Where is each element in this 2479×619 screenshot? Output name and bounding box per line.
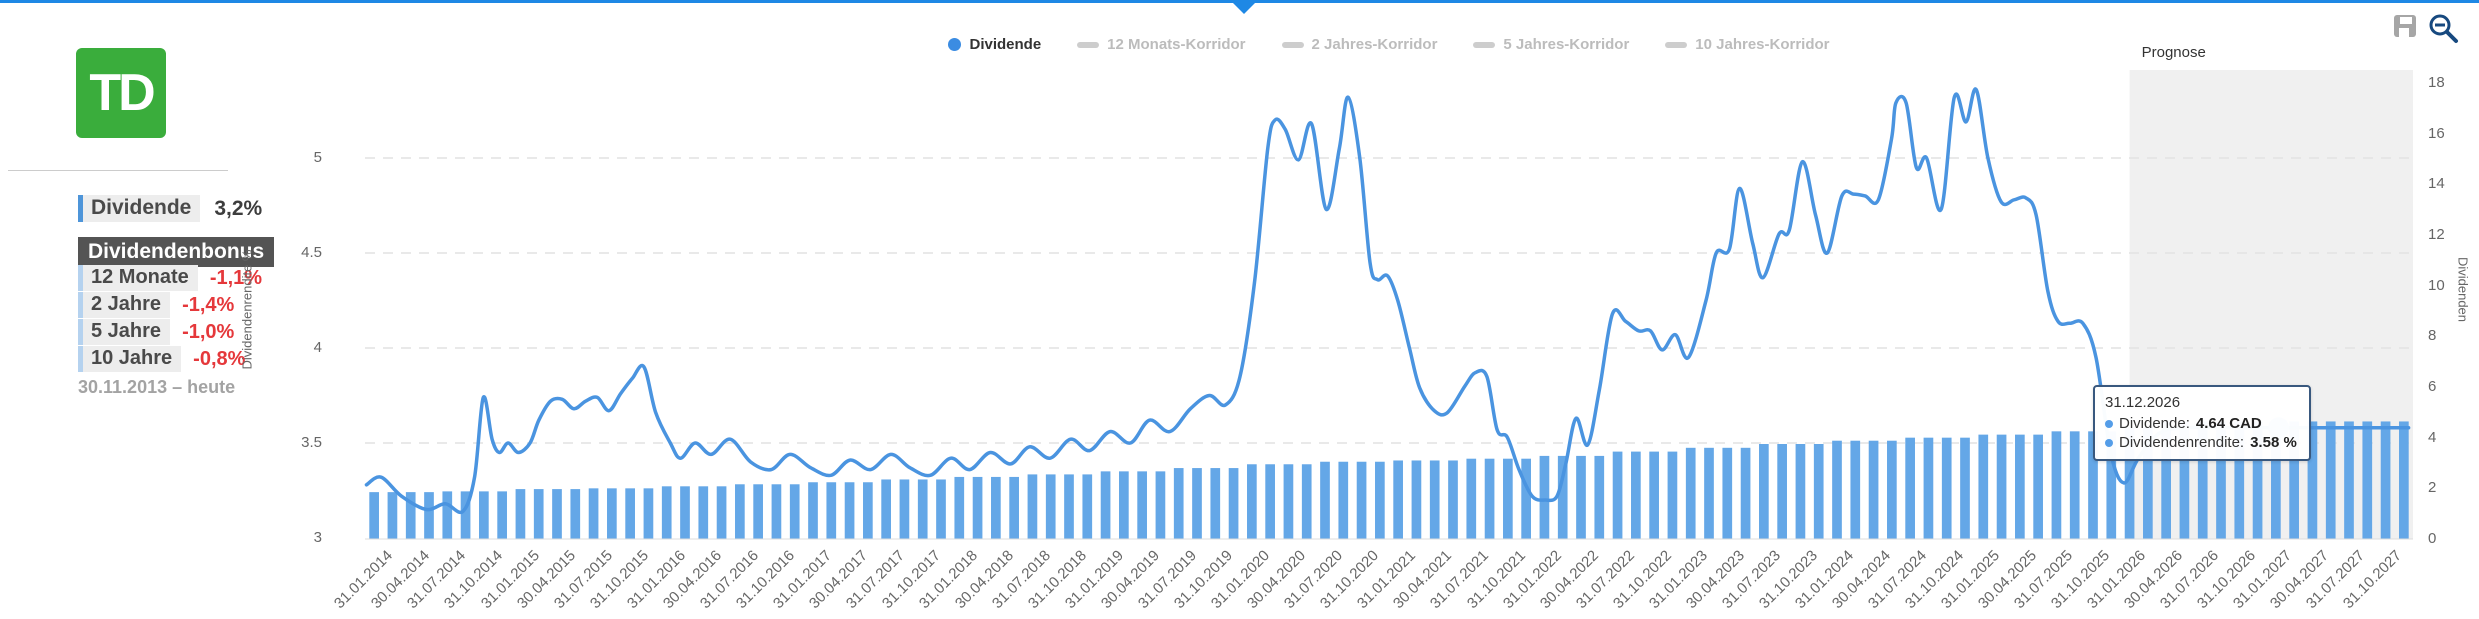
save-icon[interactable] — [2391, 12, 2419, 40]
bullet-icon — [2105, 438, 2113, 447]
y-right-tick-label: 0 — [2428, 530, 2437, 547]
legend-item-2-jahres-korridor[interactable]: 2 Jahres-Korridor — [1281, 36, 1438, 53]
y-right-tick-label: 18 — [2428, 74, 2445, 91]
y-right-tick-label: 14 — [2428, 175, 2445, 193]
legend-dot-icon — [948, 38, 962, 51]
dividend-bonus-header: Dividendenbonus — [78, 237, 275, 267]
y-right-tick-label: 12 — [2428, 226, 2445, 243]
tooltip-date: 31.12.2026 — [2105, 394, 2181, 411]
bonus-row: 10 Jahre -0,8% — [78, 346, 245, 372]
dividend-yield-label: Dividende — [78, 195, 201, 222]
y-right-tick-label: 8 — [2428, 327, 2437, 345]
legend-item-label: 10 Jahres-Korridor — [1695, 36, 1830, 53]
dividend-yield-value: 3,2% — [214, 196, 263, 220]
legend-item-10-jahres-korridor[interactable]: 10 Jahres-Korridor — [1665, 36, 1830, 53]
sidebar-divider — [8, 170, 228, 171]
legend-item-label: 12 Monats-Korridor — [1107, 36, 1246, 53]
tooltip-dividend-value: 4.64 CAD — [2195, 415, 2262, 432]
y-left-tick-label: 3.5 — [301, 434, 322, 451]
bonus-row: 5 Jahre -1,0% — [78, 319, 234, 345]
bonus-row: 12 Monate -1,1% — [78, 265, 262, 291]
legend-item-dividende[interactable]: Dividende — [948, 36, 1041, 53]
tooltip-dividend-row: Dividende: 4.64 CAD — [2105, 415, 2297, 432]
drag-handle-icon[interactable] — [1233, 3, 1255, 14]
bonus-row-value: -1,1% — [209, 266, 263, 289]
dividend-yield-row: Dividende 3,2% — [78, 195, 262, 222]
bonus-row-value: -1,0% — [182, 320, 235, 343]
legend-item-label: Dividende — [969, 36, 1042, 53]
legend-dash-icon — [1665, 41, 1688, 48]
chart-tooltip: 31.12.2026 Dividende: 4.64 CAD Dividende… — [2093, 385, 2311, 461]
right-axis-title: Dividenden — [2455, 256, 2471, 323]
dividend-bonus-header-row: Dividendenbonus — [78, 237, 275, 267]
legend-dash-icon — [1077, 41, 1100, 48]
bonus-row-label: 5 Jahre — [78, 319, 171, 345]
y-left-tick-label: 4 — [313, 339, 322, 356]
chart-legend: Dividende 12 Monats-Korridor 2 Jahres-Korr… — [365, 36, 2413, 53]
tooltip-yield-label: Dividendenrendite: — [2119, 434, 2245, 451]
chart-toolbar — [2391, 12, 2461, 46]
legend-item-label: 2 Jahres-Korridor — [1311, 36, 1438, 53]
dividend-bars — [369, 421, 2409, 539]
tooltip-dividend-label: Dividende: — [2119, 415, 2190, 432]
y-right-tick-label: 6 — [2428, 378, 2437, 395]
legend-item-12-monats-korridor[interactable]: 12 Monats-Korridor — [1077, 36, 1246, 53]
bonus-row-value: -0,8% — [193, 347, 246, 370]
y-right-tick-label: 4 — [2428, 428, 2437, 446]
bonus-row: 2 Jahre -1,4% — [78, 292, 234, 318]
y-left-tick-label: 4.5 — [301, 244, 322, 261]
tooltip-yield-row: Dividendenrendite: 3.58 % — [2105, 434, 2297, 451]
y-right-tick-label: 2 — [2428, 479, 2437, 497]
bonus-row-value: -1,4% — [182, 293, 235, 316]
bonus-row-label: 2 Jahre — [78, 292, 171, 318]
forecast-label: Prognose — [2141, 44, 2206, 61]
zoom-out-icon[interactable] — [2427, 12, 2461, 46]
left-axis-title: Dividendenrendite % — [239, 249, 255, 370]
top-divider-bar — [0, 0, 2479, 3]
legend-dash-icon — [1473, 41, 1496, 48]
period-label: 30.11.2013 – heute — [78, 377, 236, 397]
td-logo: TD — [76, 48, 166, 138]
bonus-row-label: 10 Jahre — [78, 346, 182, 372]
y-left-tick-label: 3 — [313, 529, 322, 546]
legend-item-5-jahres-korridor[interactable]: 5 Jahres-Korridor — [1473, 36, 1629, 53]
bonus-row-label: 12 Monate — [78, 265, 198, 291]
y-left-tick-label: 5 — [313, 149, 322, 166]
legend-dash-icon — [1281, 41, 1304, 48]
bullet-icon — [2105, 419, 2113, 428]
tooltip-yield-value: 3.58 % — [2250, 434, 2297, 451]
y-right-tick-label: 10 — [2428, 276, 2445, 294]
legend-item-label: 5 Jahres-Korridor — [1503, 36, 1630, 53]
dividend-yield-line — [364, 87, 2411, 515]
td-logo-text: TD — [89, 64, 155, 122]
y-right-tick-label: 16 — [2428, 124, 2445, 142]
